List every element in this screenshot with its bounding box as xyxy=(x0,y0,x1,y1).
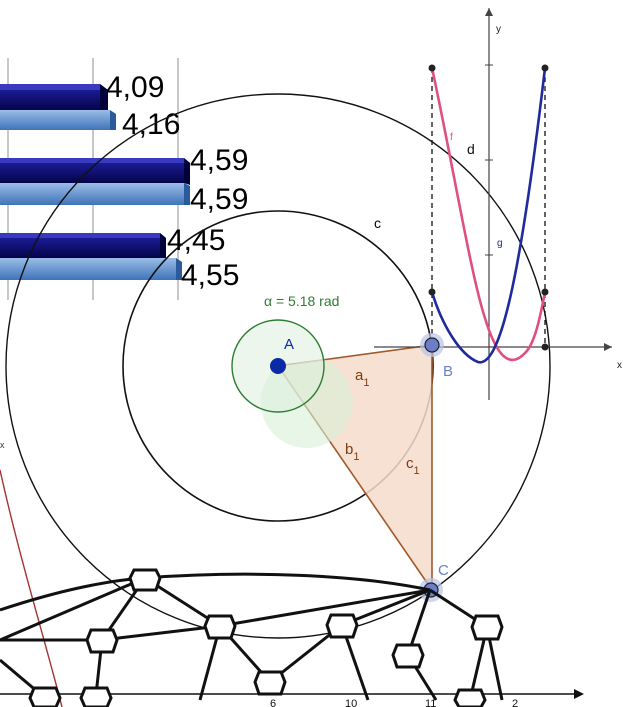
function-plot: x y f g d xyxy=(374,8,622,400)
y-axis-label: y xyxy=(496,24,501,35)
side-a-label: a1 xyxy=(355,367,369,389)
bar-side-face xyxy=(184,158,190,185)
curve-f[interactable] xyxy=(430,67,547,362)
bar-dark xyxy=(0,238,160,258)
point-b[interactable] xyxy=(424,337,440,353)
graph-node[interactable] xyxy=(453,688,487,707)
bar-light xyxy=(0,183,184,205)
tick-label: 2 xyxy=(512,698,518,707)
graph-node[interactable] xyxy=(325,613,359,639)
bottom-axis-arrow xyxy=(574,689,584,699)
side-c-label: c1 xyxy=(406,455,420,477)
bar-top-face xyxy=(0,84,108,90)
graph-edge xyxy=(219,588,431,628)
circle-c[interactable] xyxy=(122,210,434,522)
graph-node[interactable] xyxy=(28,686,62,707)
bar-dark xyxy=(0,163,184,183)
red-line[interactable] xyxy=(0,469,63,707)
graph-edge xyxy=(101,624,221,642)
bar-top-face xyxy=(0,158,190,163)
x-axis-label: x xyxy=(617,360,622,371)
bar-side-face xyxy=(100,84,108,112)
bar-top-face xyxy=(0,233,166,238)
plot-point[interactable] xyxy=(428,64,436,72)
y-axis-arrow xyxy=(485,8,493,16)
outer-circle[interactable] xyxy=(5,93,551,639)
bar-value-label: 4,59 xyxy=(190,144,248,177)
bar-light xyxy=(0,258,176,280)
graph-nodes xyxy=(28,568,504,707)
side-b-label: b1 xyxy=(345,441,359,463)
bar-side-face xyxy=(160,233,166,260)
circles: c xyxy=(5,93,551,639)
plot-point[interactable] xyxy=(541,64,549,72)
point-a[interactable] xyxy=(270,358,286,374)
angle-label: α = 5.18 rad xyxy=(264,293,339,309)
bar-side-face xyxy=(176,258,182,280)
graph-node[interactable] xyxy=(470,614,504,641)
segment-d-label: d xyxy=(467,141,475,157)
point-c-label: C xyxy=(438,562,449,579)
bar-value-label: 4,09 xyxy=(106,71,164,104)
point-b-label: B xyxy=(443,363,453,380)
graph-node[interactable] xyxy=(128,568,162,592)
plot-point[interactable] xyxy=(541,343,549,351)
side-x-label: x xyxy=(0,440,5,450)
x-axis-arrow xyxy=(604,343,612,351)
red-line-group: x xyxy=(0,440,63,707)
bar-value-label: 4,59 xyxy=(190,183,248,216)
curve-g[interactable] xyxy=(430,67,547,364)
bar-value-label: 4,16 xyxy=(122,108,180,141)
graph-node[interactable] xyxy=(391,643,425,669)
bar-value-label: 4,45 xyxy=(167,224,225,257)
bar-dark xyxy=(0,90,100,110)
tick-label: 6 xyxy=(270,698,276,707)
bar-side-face xyxy=(184,183,190,205)
graph-node[interactable] xyxy=(85,628,119,654)
angle-alpha[interactable]: α = 5.18 rad xyxy=(231,293,353,448)
graph-edge xyxy=(341,588,431,627)
graph-node[interactable] xyxy=(203,614,237,640)
bar-value-label: 4,55 xyxy=(181,259,239,292)
graph-node[interactable] xyxy=(253,670,287,696)
curve-f-label: f xyxy=(450,132,453,143)
bar-light xyxy=(0,110,110,130)
circle-c-label: c xyxy=(374,215,381,231)
curve-g-label: g xyxy=(497,238,503,249)
graph-node[interactable] xyxy=(79,686,113,707)
graph-edge xyxy=(0,572,431,612)
plot-point[interactable] xyxy=(541,288,549,296)
tick-label: 11 xyxy=(425,698,436,707)
graph-edge xyxy=(0,576,146,642)
point-a-label: A xyxy=(284,336,294,353)
bar-chart: 4,09 4,16 4,59 4,59 4,45 4,55 xyxy=(0,58,248,300)
bar-side-face xyxy=(110,110,116,130)
bottom-axis-ticks: 6 10 11 2 xyxy=(270,698,518,707)
tick-label: 10 xyxy=(345,698,357,707)
plot-point[interactable] xyxy=(428,288,436,296)
